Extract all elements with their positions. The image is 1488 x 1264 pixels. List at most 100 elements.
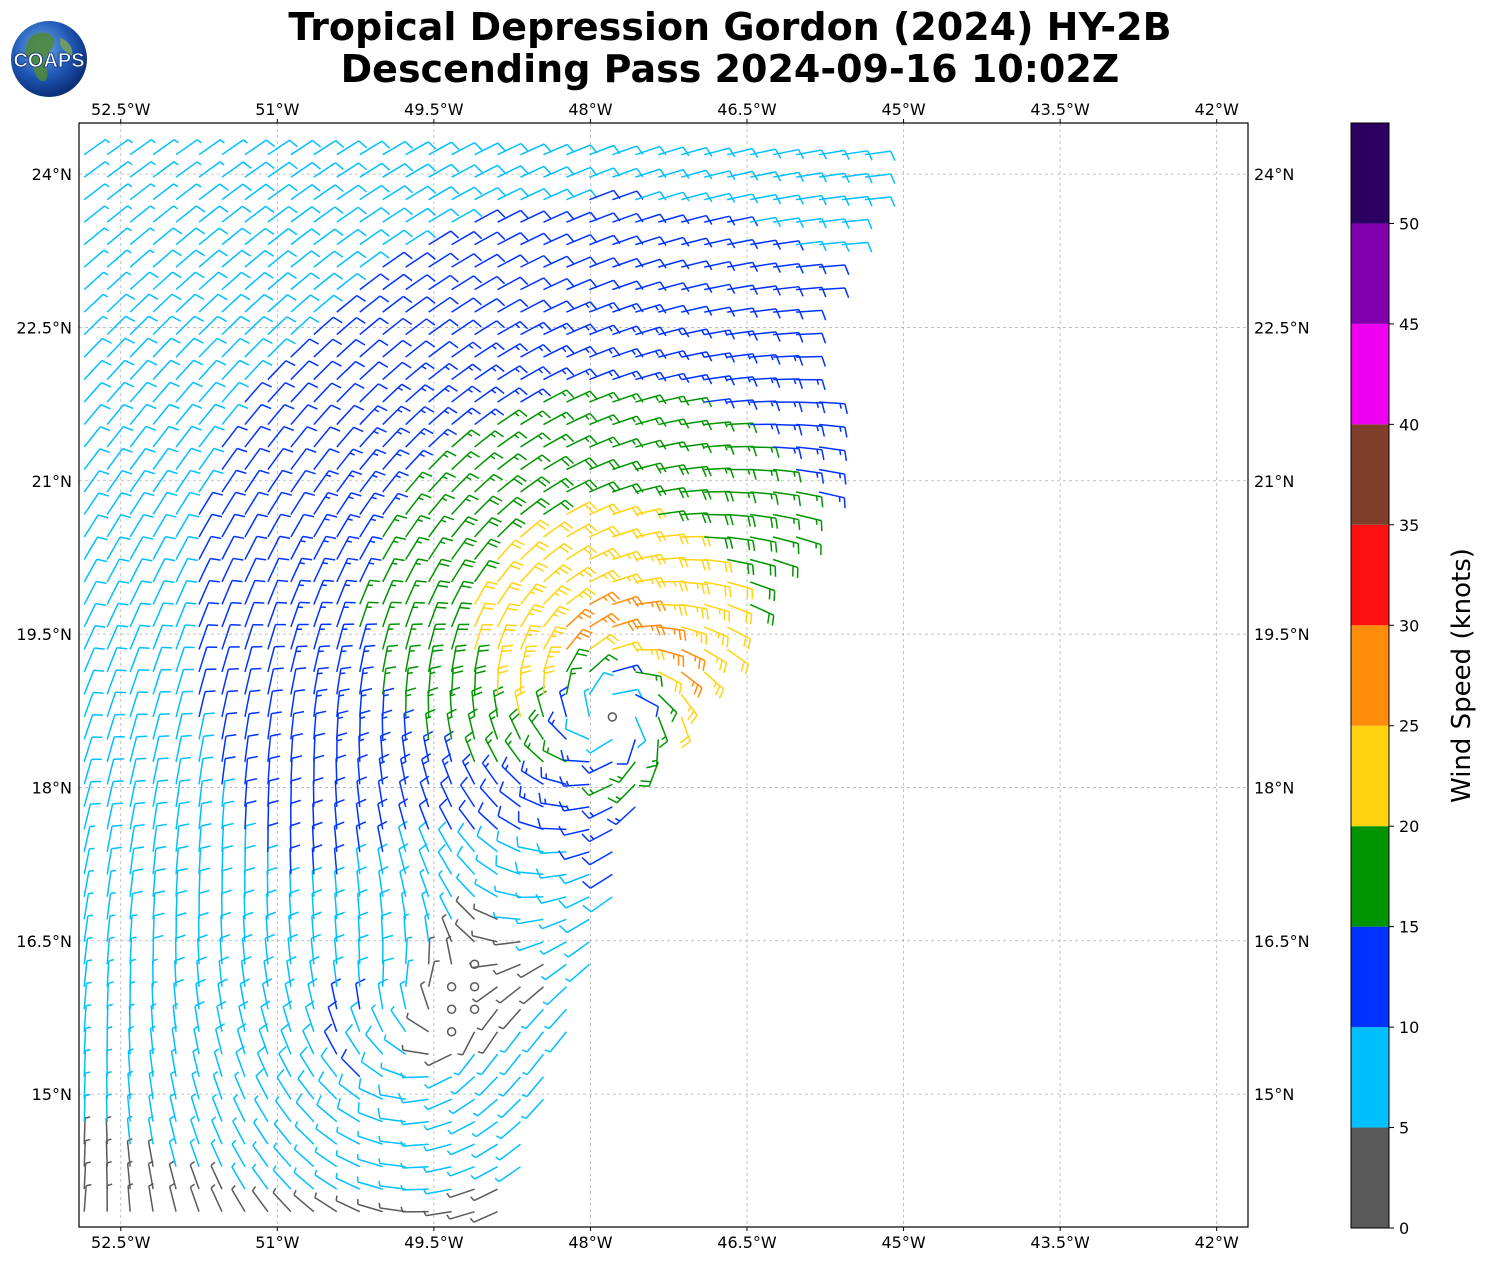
barb-staff	[152, 271, 173, 291]
barb-staff	[313, 316, 334, 336]
wind-barb	[566, 457, 598, 471]
y-tick-label-right: 21°N	[1254, 472, 1294, 491]
barb-half-feather	[400, 1206, 404, 1213]
wind-barb	[83, 825, 96, 853]
barb-feather	[798, 378, 804, 390]
barb-feather	[447, 428, 458, 436]
barb-feather	[674, 681, 678, 692]
barb-staff	[244, 668, 252, 695]
wind-barb	[129, 713, 148, 740]
barb-staff	[106, 893, 112, 920]
barb-staff	[129, 848, 135, 875]
barb-half-feather	[816, 379, 820, 385]
wind-barb	[313, 579, 334, 605]
barb-half-feather	[212, 1093, 218, 1099]
barb-feather	[843, 150, 850, 161]
wind-barb	[544, 1008, 567, 1030]
barb-staff	[382, 383, 403, 403]
wind-barb	[451, 429, 481, 448]
barb-feather	[332, 316, 343, 324]
barb-staff	[152, 315, 173, 336]
barb-staff	[588, 672, 605, 695]
wind-barb	[148, 1070, 155, 1100]
barb-feather	[775, 308, 781, 319]
wind-barb	[497, 298, 529, 313]
barb-staff	[83, 647, 96, 673]
barb-feather	[660, 624, 666, 636]
wind-barb	[267, 733, 281, 762]
barb-feather	[566, 211, 575, 221]
barb-half-feather	[560, 693, 566, 698]
barb-staff	[198, 139, 221, 156]
wind-barb	[244, 535, 268, 560]
wind-barb	[198, 800, 213, 830]
barb-feather	[724, 514, 729, 526]
barb-staff	[295, 1101, 315, 1123]
wind-barb	[175, 602, 197, 628]
wind-barb	[400, 1162, 429, 1169]
wind-barb	[106, 735, 125, 763]
barb-feather	[697, 687, 703, 698]
barb-feather	[161, 646, 173, 649]
barb-feather	[295, 667, 307, 670]
barb-feather	[678, 488, 685, 499]
barb-feather	[381, 162, 391, 171]
wind-barb	[359, 162, 391, 178]
wind-barb	[359, 535, 383, 560]
barb-feather	[465, 559, 476, 564]
wind-barb	[474, 1076, 499, 1097]
wind-barb	[404, 601, 425, 628]
barb-half-feather	[430, 671, 436, 675]
barb-staff	[313, 492, 329, 515]
barb-feather	[752, 307, 759, 318]
wind-barb	[566, 323, 598, 336]
barb-staff	[618, 761, 636, 783]
barb-half-feather	[104, 161, 110, 166]
barb-feather	[354, 404, 365, 411]
barb-feather	[631, 642, 639, 653]
barb-half-feather	[315, 1123, 319, 1129]
barb-feather	[821, 356, 826, 367]
wind-barb	[427, 601, 449, 628]
barb-staff	[83, 271, 105, 291]
barb-feather	[210, 535, 222, 540]
barb-feather	[286, 316, 297, 323]
barb-staff	[198, 646, 208, 673]
barb-staff	[273, 1146, 292, 1168]
barb-staff	[267, 470, 284, 493]
barb-feather	[438, 562, 450, 567]
wind-barb	[236, 1022, 247, 1055]
barb-feather	[536, 522, 546, 530]
barb-half-feather	[272, 1165, 277, 1171]
barb-feather	[312, 139, 322, 148]
barb-staff	[129, 758, 137, 785]
barb-feather	[473, 186, 483, 195]
barb-staff	[543, 143, 568, 156]
barb-feather	[682, 282, 690, 293]
barb-half-feather	[499, 1071, 505, 1076]
barb-staff	[264, 938, 269, 965]
barb-feather	[331, 382, 342, 389]
barb-feather	[111, 824, 123, 828]
barb-half-feather	[103, 227, 109, 232]
barb-half-feather	[443, 432, 449, 436]
wind-barb	[152, 138, 179, 156]
wind-barb	[635, 648, 665, 661]
barb-feather	[752, 469, 757, 480]
barb-feather	[542, 740, 546, 751]
barb-staff	[382, 163, 406, 178]
wind-barb	[189, 1183, 200, 1212]
barb-staff	[288, 893, 292, 920]
barb-feather	[243, 889, 255, 895]
barb-feather	[398, 798, 409, 805]
wind-barb	[589, 547, 621, 561]
wind-barb	[313, 710, 327, 740]
wind-barb	[397, 820, 408, 853]
barb-half-feather	[602, 618, 608, 623]
barb-feather	[263, 293, 274, 301]
wind-barb	[520, 210, 552, 223]
wind-barb	[129, 403, 157, 426]
wind-barb	[152, 183, 179, 201]
barb-feather	[514, 685, 525, 693]
barb-staff	[334, 803, 338, 830]
